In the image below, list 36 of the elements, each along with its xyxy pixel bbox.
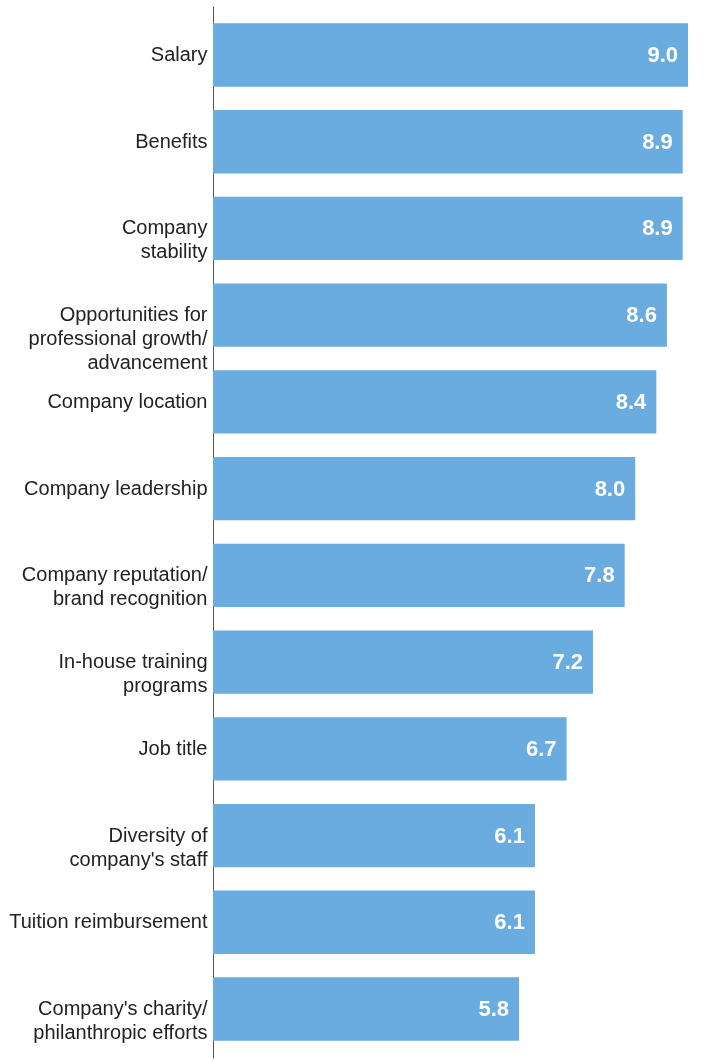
y-tick-label: Company's charity/ philanthropic efforts	[33, 997, 208, 1043]
y-tick-label: Salary	[150, 43, 208, 65]
y-tick-label: Company stability	[121, 216, 208, 263]
data-label: 8.9	[642, 215, 673, 241]
data-label: 8.4	[615, 388, 648, 414]
bar	[213, 283, 667, 347]
data-label: 6.1	[494, 909, 525, 935]
bar	[213, 803, 535, 868]
data-label: 9.0	[647, 42, 678, 67]
bar	[213, 456, 636, 521]
data-label: 8.6	[626, 302, 657, 328]
bar	[213, 630, 593, 694]
bar	[213, 23, 688, 87]
y-tick-label: Company leadership	[24, 476, 208, 499]
bar	[213, 717, 567, 781]
data-label: 7.8	[584, 562, 615, 588]
bar	[213, 110, 683, 174]
data-label: 6.7	[526, 735, 557, 761]
bar	[213, 370, 657, 434]
y-tick-label: Benefits	[135, 129, 208, 152]
y-tick-label: Tuition reimbursement	[9, 910, 208, 933]
y-tick-label: Company reputation/ brand recognition	[21, 563, 208, 610]
bar	[213, 977, 520, 1041]
data-label: 7.2	[552, 649, 583, 675]
y-tick-label: Opportunities for professional growth/ advancement	[28, 303, 208, 374]
y-tick-label: In-house training programs	[58, 650, 208, 697]
y-tick-label: Company location	[47, 389, 208, 412]
data-label: 8.9	[642, 128, 673, 154]
bar	[213, 543, 625, 608]
data-label: 8.0	[594, 475, 626, 501]
data-label: 6.1	[494, 822, 525, 848]
y-tick-label: Diversity of company's staff	[69, 823, 208, 870]
data-label: 5.8	[478, 996, 510, 1021]
y-tick-label: Job title	[138, 736, 208, 759]
bar	[213, 890, 535, 954]
bar	[213, 196, 683, 261]
